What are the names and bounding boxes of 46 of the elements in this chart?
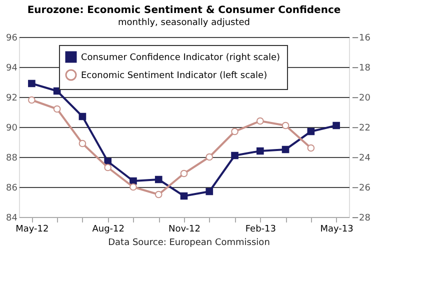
x-tick-label: Aug-12	[92, 224, 124, 234]
point	[28, 80, 36, 88]
x-tick-label: Nov-12	[168, 224, 201, 234]
point	[332, 122, 340, 130]
point	[282, 146, 290, 154]
y2-tick-label: −18	[352, 64, 371, 74]
y-tick-label: 84	[6, 214, 18, 224]
y2-tick-label: −16	[352, 34, 371, 44]
point	[130, 183, 137, 191]
y2-tick-label: −28	[352, 214, 371, 224]
point	[231, 128, 238, 136]
x-tick-label: May-13	[320, 224, 354, 234]
y-tick-label: 94	[6, 64, 18, 74]
point	[206, 153, 214, 161]
y-tick-label: 92	[6, 94, 18, 104]
source-note: Data Source: European Commission	[108, 238, 270, 248]
y2-tick-label: −24	[352, 154, 371, 164]
point	[256, 117, 264, 125]
point	[307, 128, 315, 136]
point	[78, 140, 86, 148]
legend-label: Consumer Confidence Indicator (right scale)	[81, 53, 280, 63]
point	[180, 192, 188, 200]
chart-title: Eurozone: Economic Sentiment & Consumer Confidence	[27, 5, 341, 16]
point	[256, 147, 264, 155]
x-tick-label: Feb-13	[245, 224, 276, 234]
point	[78, 112, 86, 120]
y2-tick-label: −26	[352, 184, 371, 194]
x-tick-label: May-12	[16, 224, 49, 234]
point	[180, 170, 188, 178]
point	[104, 164, 112, 172]
y2-tick-label: −20	[352, 94, 371, 104]
point	[282, 122, 290, 130]
y-tick-label: 86	[6, 184, 18, 194]
y-tick-label: 88	[6, 154, 18, 164]
point	[206, 188, 214, 196]
y-tick-label: 96	[6, 34, 18, 44]
legend-label: Economic Sentiment Indicator (left scale)	[81, 71, 268, 81]
point	[307, 144, 315, 152]
point	[28, 96, 36, 104]
point	[154, 176, 162, 184]
chart-subtitle: monthly, seasonally adjusted	[118, 18, 250, 28]
point	[154, 190, 162, 198]
point	[53, 105, 61, 113]
y-tick-label: 90	[6, 124, 18, 134]
y2-tick-label: −22	[352, 124, 370, 134]
point	[231, 152, 238, 160]
